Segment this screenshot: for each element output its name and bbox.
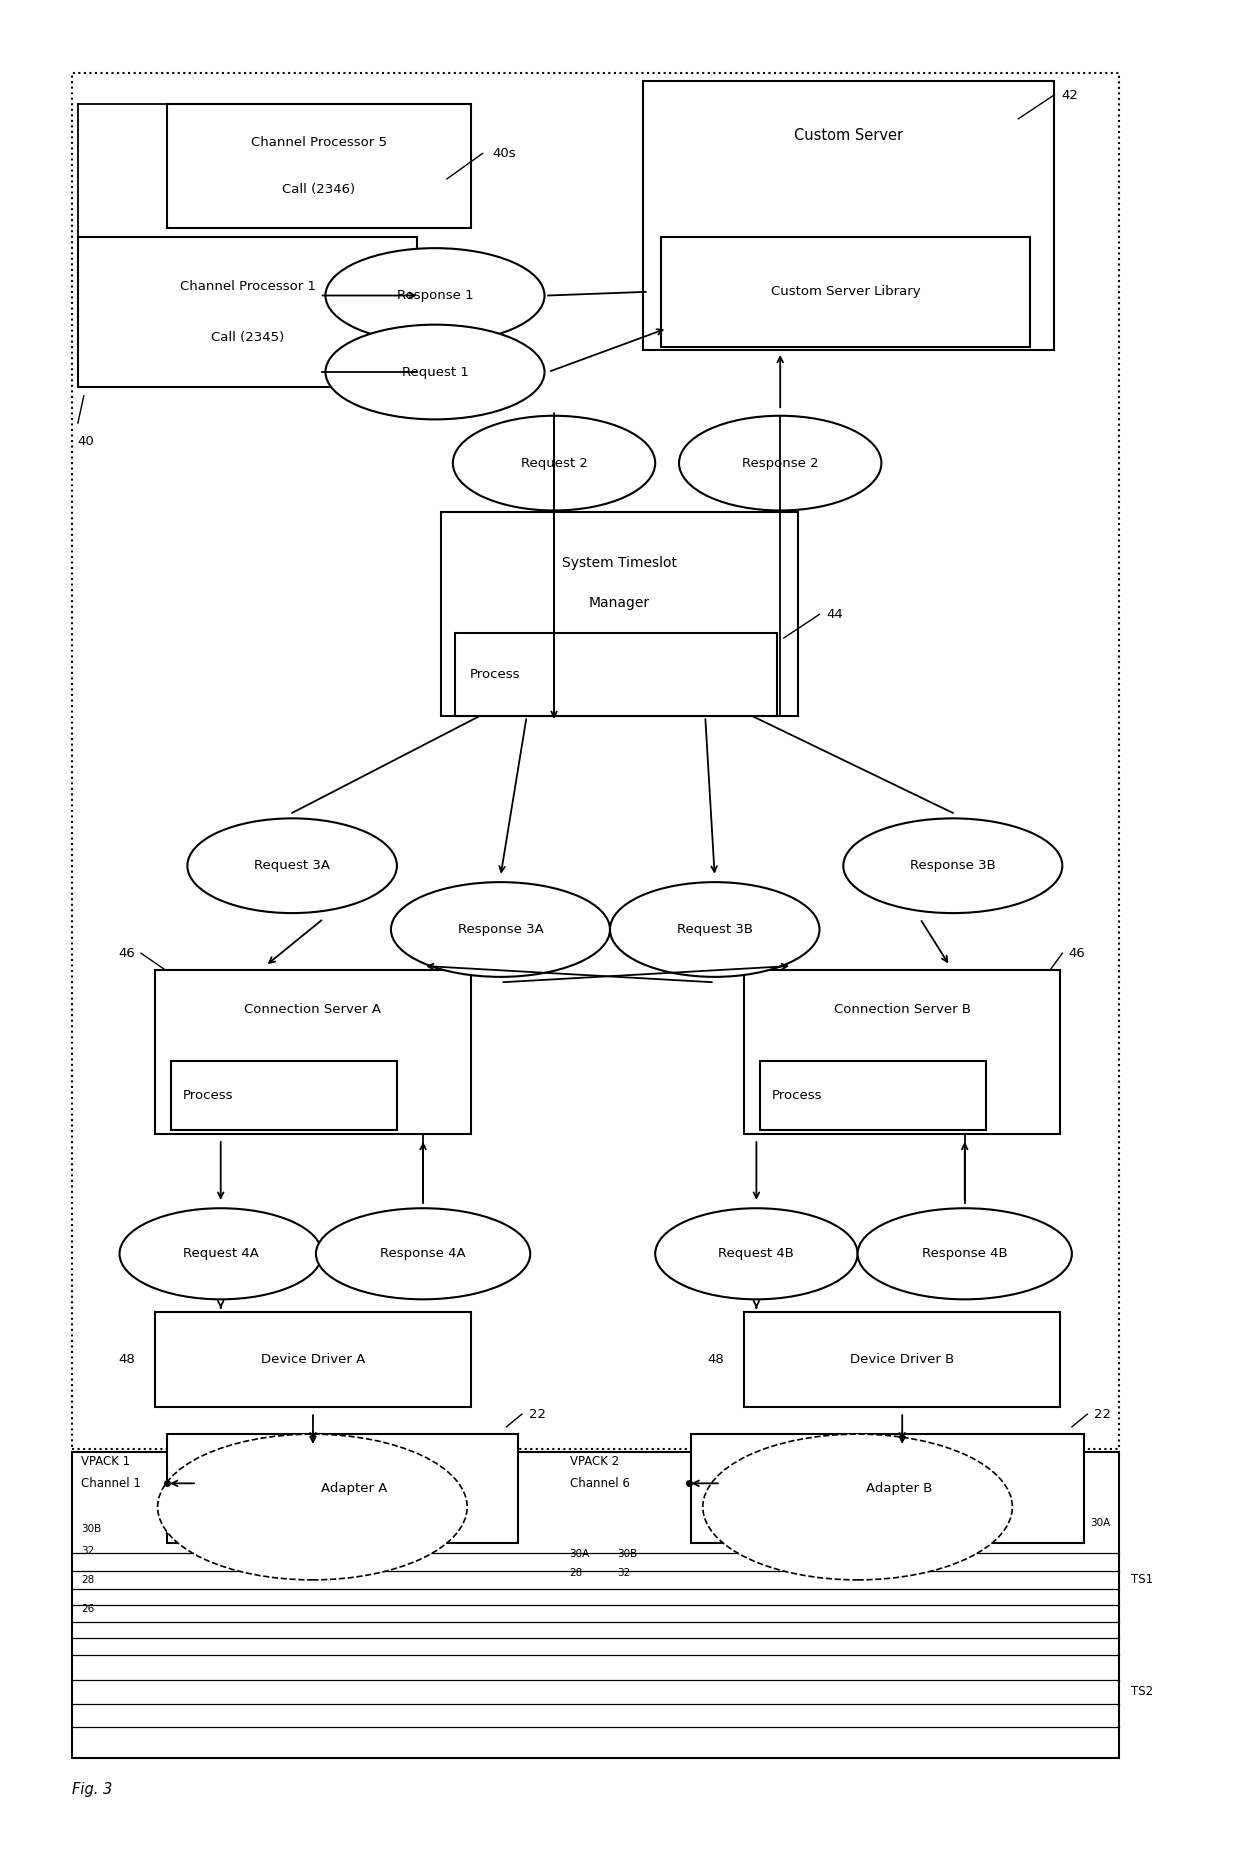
Text: 30B: 30B	[82, 1524, 102, 1534]
Text: Fig. 3: Fig. 3	[72, 1783, 112, 1798]
Bar	[155, 970, 471, 1134]
Ellipse shape	[453, 416, 655, 511]
Ellipse shape	[843, 818, 1063, 913]
Ellipse shape	[316, 1208, 531, 1299]
Text: 40: 40	[78, 435, 94, 448]
Text: Response 1: Response 1	[397, 288, 474, 301]
Text: 22: 22	[529, 1407, 546, 1420]
Text: Request 2: Request 2	[521, 457, 588, 470]
Bar	[760, 1061, 986, 1130]
Text: TS1: TS1	[1131, 1573, 1153, 1586]
Text: Call (2346): Call (2346)	[283, 184, 356, 197]
Bar	[72, 1452, 1120, 1759]
Ellipse shape	[703, 1433, 1012, 1580]
Text: 22: 22	[1095, 1407, 1111, 1420]
Text: 30B: 30B	[618, 1549, 637, 1560]
Ellipse shape	[610, 883, 820, 976]
Bar	[691, 1433, 1084, 1543]
Ellipse shape	[187, 818, 397, 913]
Bar	[78, 238, 417, 387]
Ellipse shape	[680, 416, 882, 511]
Text: 48: 48	[708, 1353, 724, 1366]
Bar	[155, 1312, 471, 1407]
Bar	[167, 1433, 518, 1543]
Text: Request 4A: Request 4A	[182, 1247, 259, 1260]
Text: Adapter B: Adapter B	[866, 1482, 932, 1495]
Text: Custom Server: Custom Server	[794, 128, 903, 143]
Text: TS2: TS2	[1131, 1684, 1153, 1697]
Bar	[171, 1061, 397, 1130]
Text: Manager: Manager	[589, 597, 650, 610]
Text: Connection Server A: Connection Server A	[244, 1004, 382, 1017]
Text: Adapter A: Adapter A	[321, 1482, 388, 1495]
Bar	[744, 1312, 1060, 1407]
Text: 40s: 40s	[492, 147, 516, 160]
Text: Process: Process	[182, 1089, 233, 1102]
Text: 32: 32	[618, 1567, 630, 1578]
Text: 46: 46	[1069, 946, 1085, 959]
Text: 32: 32	[82, 1545, 94, 1556]
Text: Response 3B: Response 3B	[910, 859, 996, 872]
Text: Request 1: Request 1	[402, 366, 469, 379]
Text: System Timeslot: System Timeslot	[562, 556, 677, 571]
Text: Response 4A: Response 4A	[381, 1247, 466, 1260]
Ellipse shape	[655, 1208, 858, 1299]
Text: Request 3B: Request 3B	[677, 924, 753, 935]
Text: 44: 44	[827, 608, 843, 621]
Bar	[744, 970, 1060, 1134]
Ellipse shape	[157, 1433, 467, 1580]
Text: Response 4B: Response 4B	[921, 1247, 1008, 1260]
Text: Process: Process	[470, 667, 520, 680]
Text: Response 2: Response 2	[742, 457, 818, 470]
Ellipse shape	[119, 1208, 322, 1299]
Text: Channel 1: Channel 1	[82, 1476, 141, 1489]
Bar	[455, 632, 776, 716]
Bar	[441, 513, 799, 716]
Text: 46: 46	[118, 946, 135, 959]
Text: Request 4B: Request 4B	[718, 1247, 795, 1260]
Text: 28: 28	[82, 1575, 94, 1586]
Text: Device Driver B: Device Driver B	[851, 1353, 955, 1366]
Text: 30A: 30A	[569, 1549, 590, 1560]
Text: 42: 42	[1061, 89, 1078, 102]
Bar	[72, 73, 1120, 1448]
Text: Request 3A: Request 3A	[254, 859, 330, 872]
Text: Channel 6: Channel 6	[569, 1476, 630, 1489]
Ellipse shape	[325, 247, 544, 342]
Text: Connection Server B: Connection Server B	[833, 1004, 971, 1017]
Text: VPACK 2: VPACK 2	[569, 1456, 619, 1469]
Ellipse shape	[391, 883, 610, 976]
Text: 30A: 30A	[1090, 1519, 1110, 1528]
Text: 28: 28	[569, 1567, 583, 1578]
Text: Channel Processor 5: Channel Processor 5	[250, 136, 387, 149]
Text: Response 3A: Response 3A	[458, 924, 543, 935]
Bar	[167, 104, 471, 229]
Text: VPACK 1: VPACK 1	[82, 1456, 130, 1469]
Text: Custom Server Library: Custom Server Library	[771, 286, 920, 297]
Text: Process: Process	[771, 1089, 822, 1102]
Ellipse shape	[858, 1208, 1071, 1299]
Bar	[661, 238, 1030, 346]
Ellipse shape	[325, 325, 544, 420]
Text: 26: 26	[82, 1604, 94, 1614]
Text: 48: 48	[118, 1353, 135, 1366]
Text: Device Driver A: Device Driver A	[260, 1353, 365, 1366]
Text: Call (2345): Call (2345)	[211, 331, 284, 344]
Bar	[644, 80, 1054, 349]
Text: Channel Processor 1: Channel Processor 1	[180, 281, 315, 294]
